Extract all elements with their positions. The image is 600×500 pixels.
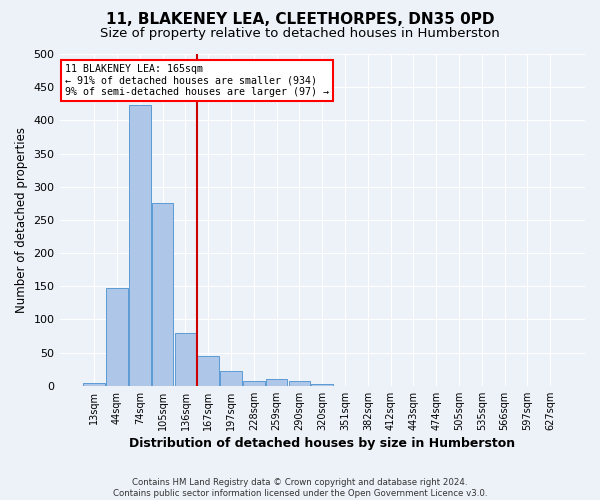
Y-axis label: Number of detached properties: Number of detached properties [15, 127, 28, 313]
Bar [106, 288, 128, 386]
Bar [197, 356, 219, 386]
Bar [152, 204, 173, 386]
Bar [243, 380, 265, 386]
Bar [289, 380, 310, 386]
X-axis label: Distribution of detached houses by size in Humberston: Distribution of detached houses by size … [129, 437, 515, 450]
Text: Contains HM Land Registry data © Crown copyright and database right 2024.
Contai: Contains HM Land Registry data © Crown c… [113, 478, 487, 498]
Text: Size of property relative to detached houses in Humberston: Size of property relative to detached ho… [100, 28, 500, 40]
Bar [311, 384, 333, 386]
Bar [220, 371, 242, 386]
Bar [266, 378, 287, 386]
Bar [175, 332, 196, 386]
Text: 11, BLAKENEY LEA, CLEETHORPES, DN35 0PD: 11, BLAKENEY LEA, CLEETHORPES, DN35 0PD [106, 12, 494, 28]
Bar [129, 105, 151, 386]
Text: 11 BLAKENEY LEA: 165sqm
← 91% of detached houses are smaller (934)
9% of semi-de: 11 BLAKENEY LEA: 165sqm ← 91% of detache… [65, 64, 329, 97]
Bar [83, 382, 105, 386]
